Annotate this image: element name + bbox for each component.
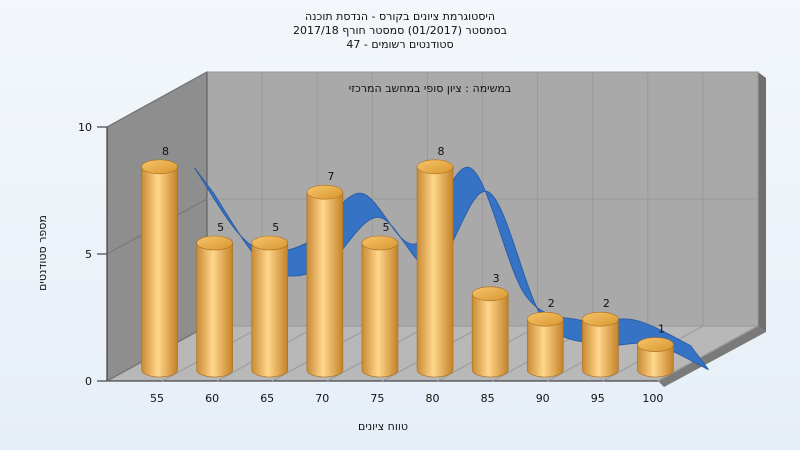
x-tick-label: 85 [481, 392, 495, 405]
data-labels: 8 5 5 7 5 8 3 2 2 1 [162, 145, 665, 336]
bar [251, 235, 289, 378]
data-label: 5 [272, 221, 279, 234]
data-label: 1 [658, 323, 665, 336]
bar-body [416, 166, 454, 378]
x-tick-label: 90 [536, 392, 550, 405]
x-tick-label: 75 [370, 392, 384, 405]
bar-body [196, 242, 233, 378]
bar-body [141, 166, 178, 378]
data-label: 5 [217, 221, 224, 234]
bar [637, 337, 674, 378]
bars-group [141, 159, 674, 378]
bar-top [141, 159, 178, 175]
bar-top [582, 311, 619, 327]
bar-top [361, 235, 399, 251]
bar-top [306, 184, 344, 200]
data-label: 8 [438, 145, 445, 158]
x-tick-label: 65 [260, 392, 274, 405]
chart-title-line-1: היסטוגרמת ציונים בקורס - הנדסת תוכנה [304, 10, 496, 23]
data-label: 7 [327, 170, 334, 183]
bar-top [251, 235, 289, 251]
x-tick-label: 100 [642, 392, 663, 405]
x-axis-title: טווח ציונים [358, 420, 408, 433]
bar-body [306, 191, 344, 378]
chart-title-line-2: בסמסטר (01/2017) סמסטר חורף 2017/18 [293, 24, 507, 37]
bar [196, 235, 233, 378]
data-label: 3 [493, 272, 500, 285]
y-tick-label: 0 [85, 375, 92, 388]
x-tick-label: 55 [150, 392, 164, 405]
y-axis-title: מספר סטודנטים [36, 215, 49, 291]
back-wall-edge [758, 72, 766, 332]
grid-line-floor [657, 325, 759, 382]
bar-body [471, 293, 509, 378]
bar-body [637, 344, 674, 378]
bar-body [582, 318, 619, 378]
y-tick-label: 5 [85, 248, 92, 261]
data-label: 2 [548, 297, 555, 310]
x-tick-label: 70 [315, 392, 329, 405]
chart-annotation: במשימה : ציון סופי במחשב המרכזי [349, 82, 512, 95]
x-tick-labels: 55 60 65 70 75 80 85 90 95 100 [150, 392, 663, 405]
data-label: 8 [162, 145, 169, 158]
bar [526, 311, 564, 378]
bar [141, 159, 178, 378]
bar-body [526, 318, 564, 378]
bar-body [361, 242, 399, 378]
bar [416, 159, 454, 378]
bar [582, 311, 619, 378]
x-tick-label: 80 [426, 392, 440, 405]
y-tick-labels: 0 5 10 [78, 121, 107, 388]
bar-body [251, 242, 289, 378]
bar [361, 235, 399, 378]
bar-top [196, 235, 233, 251]
bar-top [637, 337, 674, 352]
bar [471, 286, 509, 378]
x-tick-label: 60 [205, 392, 219, 405]
data-label: 2 [603, 297, 610, 310]
chart-title-line-3: סטודנטים רשומים - 47 [346, 38, 454, 51]
grid-line-sidewall [106, 71, 208, 128]
data-label: 5 [382, 221, 389, 234]
floor-edge [658, 326, 766, 387]
bar-top [471, 286, 509, 302]
bar-top [416, 159, 454, 175]
bar-top [526, 311, 564, 327]
bar [306, 184, 344, 378]
y-tick-label: 10 [78, 121, 92, 134]
x-tick-label: 95 [591, 392, 605, 405]
